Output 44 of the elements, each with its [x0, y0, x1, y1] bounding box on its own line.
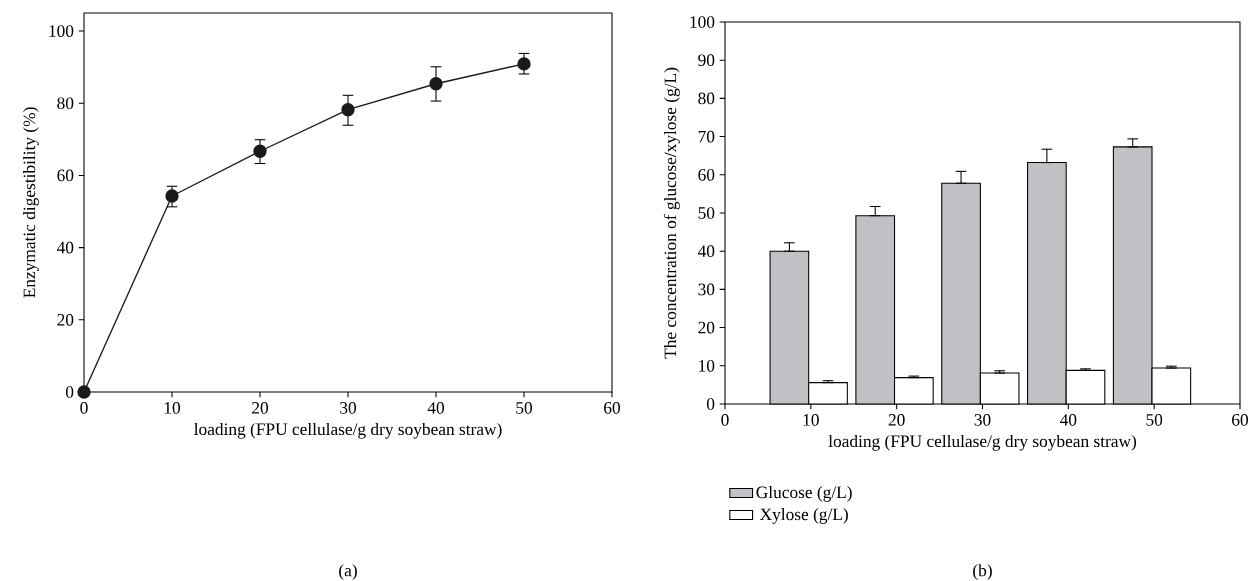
x-tick-label: 30 [974, 414, 991, 426]
y-tick-label: 40 [697, 245, 715, 258]
y-axis-title: The concentration of glucose/xylose (g/L) [663, 67, 680, 359]
x-tick-label: 0 [80, 402, 88, 414]
y-tick-label: 50 [698, 207, 715, 219]
y-tick-label: 70 [698, 130, 715, 143]
x-tick-label: 60 [1232, 414, 1248, 426]
x-tick-label: 20 [252, 402, 269, 414]
point [429, 77, 443, 91]
y-tick-label: 80 [698, 92, 715, 105]
x-tick-label: 40 [1060, 414, 1077, 426]
x-tick-label: 10 [164, 402, 181, 414]
x-axis-title: loading (FPU cellulase/g dry soybean straw) [194, 422, 502, 439]
y-tick-label: 100 [690, 16, 715, 28]
y-tick-label: 20 [57, 313, 74, 326]
y-tick-label: 0 [65, 386, 74, 398]
point [77, 385, 91, 399]
x-tick-label: 60 [604, 402, 621, 414]
y-tick-label: 60 [57, 169, 74, 182]
x-tick-label: 50 [1146, 414, 1163, 426]
text: (b) [973, 564, 992, 580]
x-tick-label: 10 [803, 414, 819, 426]
x-tick-label: 40 [427, 402, 445, 414]
x-tick-label: 50 [516, 402, 533, 414]
point [341, 103, 355, 117]
y-tick-label: 40 [56, 241, 74, 254]
y-tick-label: 60 [698, 168, 715, 181]
point [517, 57, 531, 71]
point [253, 144, 267, 158]
y-tick-label: 10 [699, 359, 715, 372]
y-tick-label: 100 [49, 25, 74, 37]
y-tick-label: 90 [698, 54, 715, 67]
y-tick-label: 20 [698, 321, 715, 334]
legend-label: Glucose (g/L) [756, 485, 852, 502]
x-tick-label: 20 [888, 414, 905, 426]
text: (a) [339, 564, 357, 580]
y-tick-label: 80 [57, 97, 74, 110]
legend-label: Xylose (g/L) [759, 508, 848, 524]
point [165, 189, 179, 203]
x-tick-label: 0 [721, 414, 729, 426]
y-tick-label: 30 [698, 283, 715, 296]
y-axis-title: Enzymatic digestibility (%) [23, 107, 39, 298]
x-axis-title: loading (FPU cellulase/g dry soybean straw) [828, 434, 1137, 451]
x-tick-label: 30 [340, 402, 357, 414]
